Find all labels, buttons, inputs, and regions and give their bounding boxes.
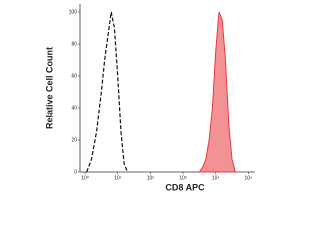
x-tick-label: 10² <box>147 175 155 181</box>
x-tick-label: 10³ <box>179 175 187 181</box>
y-tick-label: 0 <box>74 169 77 175</box>
x-axis-label: CD8 APC <box>165 182 205 192</box>
x-tick-label: 10¹ <box>114 175 122 181</box>
y-tick-label: 40 <box>71 105 77 111</box>
chart: CD8 APC Relative Cell Count 0 20 40 60 80 100… <box>44 4 255 192</box>
line <box>86 11 129 173</box>
y-axis-label: Relative Cell Count <box>44 47 54 129</box>
area <box>198 11 236 173</box>
y-tick-label: 80 <box>71 41 77 47</box>
y-tick-label: 20 <box>71 137 77 143</box>
y-tick-label: 100 <box>69 9 78 15</box>
y-tick-label: 60 <box>71 73 77 79</box>
x-tick-label: 10⁰ <box>81 175 89 181</box>
x-tick-label: 10⁴ <box>212 175 220 181</box>
x-tick-label: 10⁵ <box>245 175 253 181</box>
